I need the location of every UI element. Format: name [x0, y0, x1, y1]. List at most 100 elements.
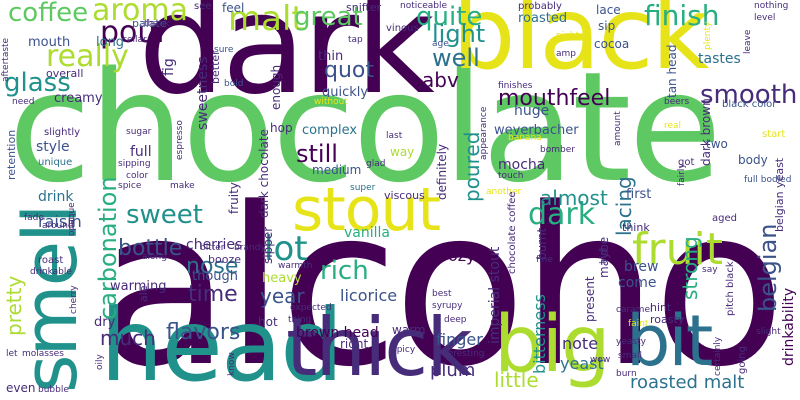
word-spice: spice [118, 181, 142, 191]
word-expected: expected [290, 303, 332, 313]
word-tap: tap [348, 35, 363, 45]
word-opaque: opaque [67, 202, 77, 236]
word-dry: dry [94, 315, 116, 330]
word-syrupy: syrupy [432, 301, 463, 311]
word-best: best [432, 289, 452, 299]
word-amount: amount [613, 111, 623, 146]
word-think: think [622, 221, 650, 234]
word-hint: hint [650, 301, 672, 314]
word-great: great [294, 2, 363, 32]
word-better: better [209, 50, 222, 84]
word-note: note [562, 334, 599, 353]
word-going: going [737, 346, 748, 374]
word-cherry: cherry [69, 285, 79, 314]
word-brown-head: brown head [296, 325, 379, 341]
word-plum: plum [430, 360, 476, 381]
word-bottle: bottle [118, 236, 183, 261]
word-sweetness: sweetness [195, 56, 211, 130]
word-feel: feel [222, 1, 245, 15]
word-fruity: fruity [227, 182, 241, 214]
word-mocha: mocha [498, 157, 546, 173]
word-oily: oily [95, 354, 105, 370]
word-espresso: espresso [175, 120, 185, 160]
word-belgian: belgian [754, 223, 782, 313]
word-appearance: appearance [479, 106, 489, 160]
word-black-color: black color [722, 99, 777, 110]
word-bitter: bitter [200, 243, 225, 253]
word-warmth: warmth [278, 261, 313, 271]
word-medium: medium [312, 163, 362, 177]
word-roasted: roasted [518, 11, 568, 26]
word-roast: roast [38, 255, 64, 266]
word-fairly: fairly [677, 163, 687, 186]
word-fine: fine [536, 255, 553, 265]
word-aroma: aroma [92, 0, 189, 28]
word-strong: strong [678, 236, 702, 300]
word-enough: enough [269, 64, 283, 110]
word-bit: bit [626, 300, 713, 382]
word-spicy: spicy [392, 345, 416, 355]
word-aged: aged [712, 213, 737, 224]
word-belgian-yeast: belgian yeast [773, 157, 786, 232]
word-alcohol: alcohol [97, 162, 800, 400]
word-banana: banana [508, 133, 542, 143]
word-right: right [340, 337, 369, 351]
word-vanilla: vanilla [344, 225, 390, 241]
word-say: say [702, 265, 718, 275]
word-cocoa: cocoa [594, 37, 630, 51]
word-retention: retention [5, 129, 18, 180]
word-year: year [260, 284, 305, 308]
word-two: two [706, 137, 728, 151]
word-unique: unique [38, 157, 73, 168]
word-thin: thin [318, 49, 344, 64]
word-beers: beers [664, 97, 690, 107]
word-dark-2: dark [528, 197, 596, 232]
word-full: full [130, 144, 152, 160]
word-smooth: smooth [700, 80, 798, 110]
word-light: light [432, 20, 486, 48]
word-still: still [296, 140, 338, 168]
word-another: another [486, 187, 522, 197]
word-interesting: interesting [436, 349, 485, 359]
word-around: around [42, 221, 74, 231]
word-real: real [664, 121, 682, 131]
word-high: high [599, 244, 609, 264]
word-need: need [12, 97, 35, 107]
word-malt: malt [228, 0, 305, 39]
word-stout: stout [292, 175, 441, 245]
word-body: body [738, 153, 768, 167]
word-certainly: certainly [713, 336, 723, 376]
word-brandy: brandy [234, 243, 266, 253]
word-thank: thank [144, 19, 170, 29]
word-without: without [314, 97, 348, 107]
word-black: black [452, 0, 709, 92]
word-see: see [194, 1, 212, 12]
word-sugar: sugar [126, 127, 152, 137]
word-quot: quot [324, 58, 374, 83]
word-plenty: plenty [703, 21, 713, 50]
word-last: last [386, 131, 403, 141]
word-amp: amp [556, 49, 576, 59]
word-thing: thing [288, 315, 312, 325]
word-booze: booze [208, 253, 241, 266]
word-let: let [6, 349, 18, 359]
word-drinkability: drinkability [781, 287, 797, 366]
word-almost: almost [540, 186, 608, 210]
word-yeasty: yeasty [616, 337, 646, 347]
word-vinous: vinous [386, 23, 419, 34]
word-sip: sip [598, 19, 616, 33]
word-got: got [678, 157, 695, 168]
word-abv: abv [422, 68, 459, 92]
word-finish: finish [644, 0, 720, 32]
word-ale: ale [137, 285, 150, 302]
word-pitch-black: pitch black [725, 261, 736, 316]
word-palate: palate [132, 17, 167, 30]
word-burnt: burnt [535, 227, 549, 260]
word-carbonation: carbonation [94, 176, 122, 320]
word-roasted-malt: roasted malt [630, 372, 745, 393]
word-nothing: nothing [754, 1, 789, 11]
word-glad: glad [366, 159, 386, 169]
word-brew: brew [624, 259, 659, 275]
word-dark-brown: dark brown [699, 98, 713, 166]
